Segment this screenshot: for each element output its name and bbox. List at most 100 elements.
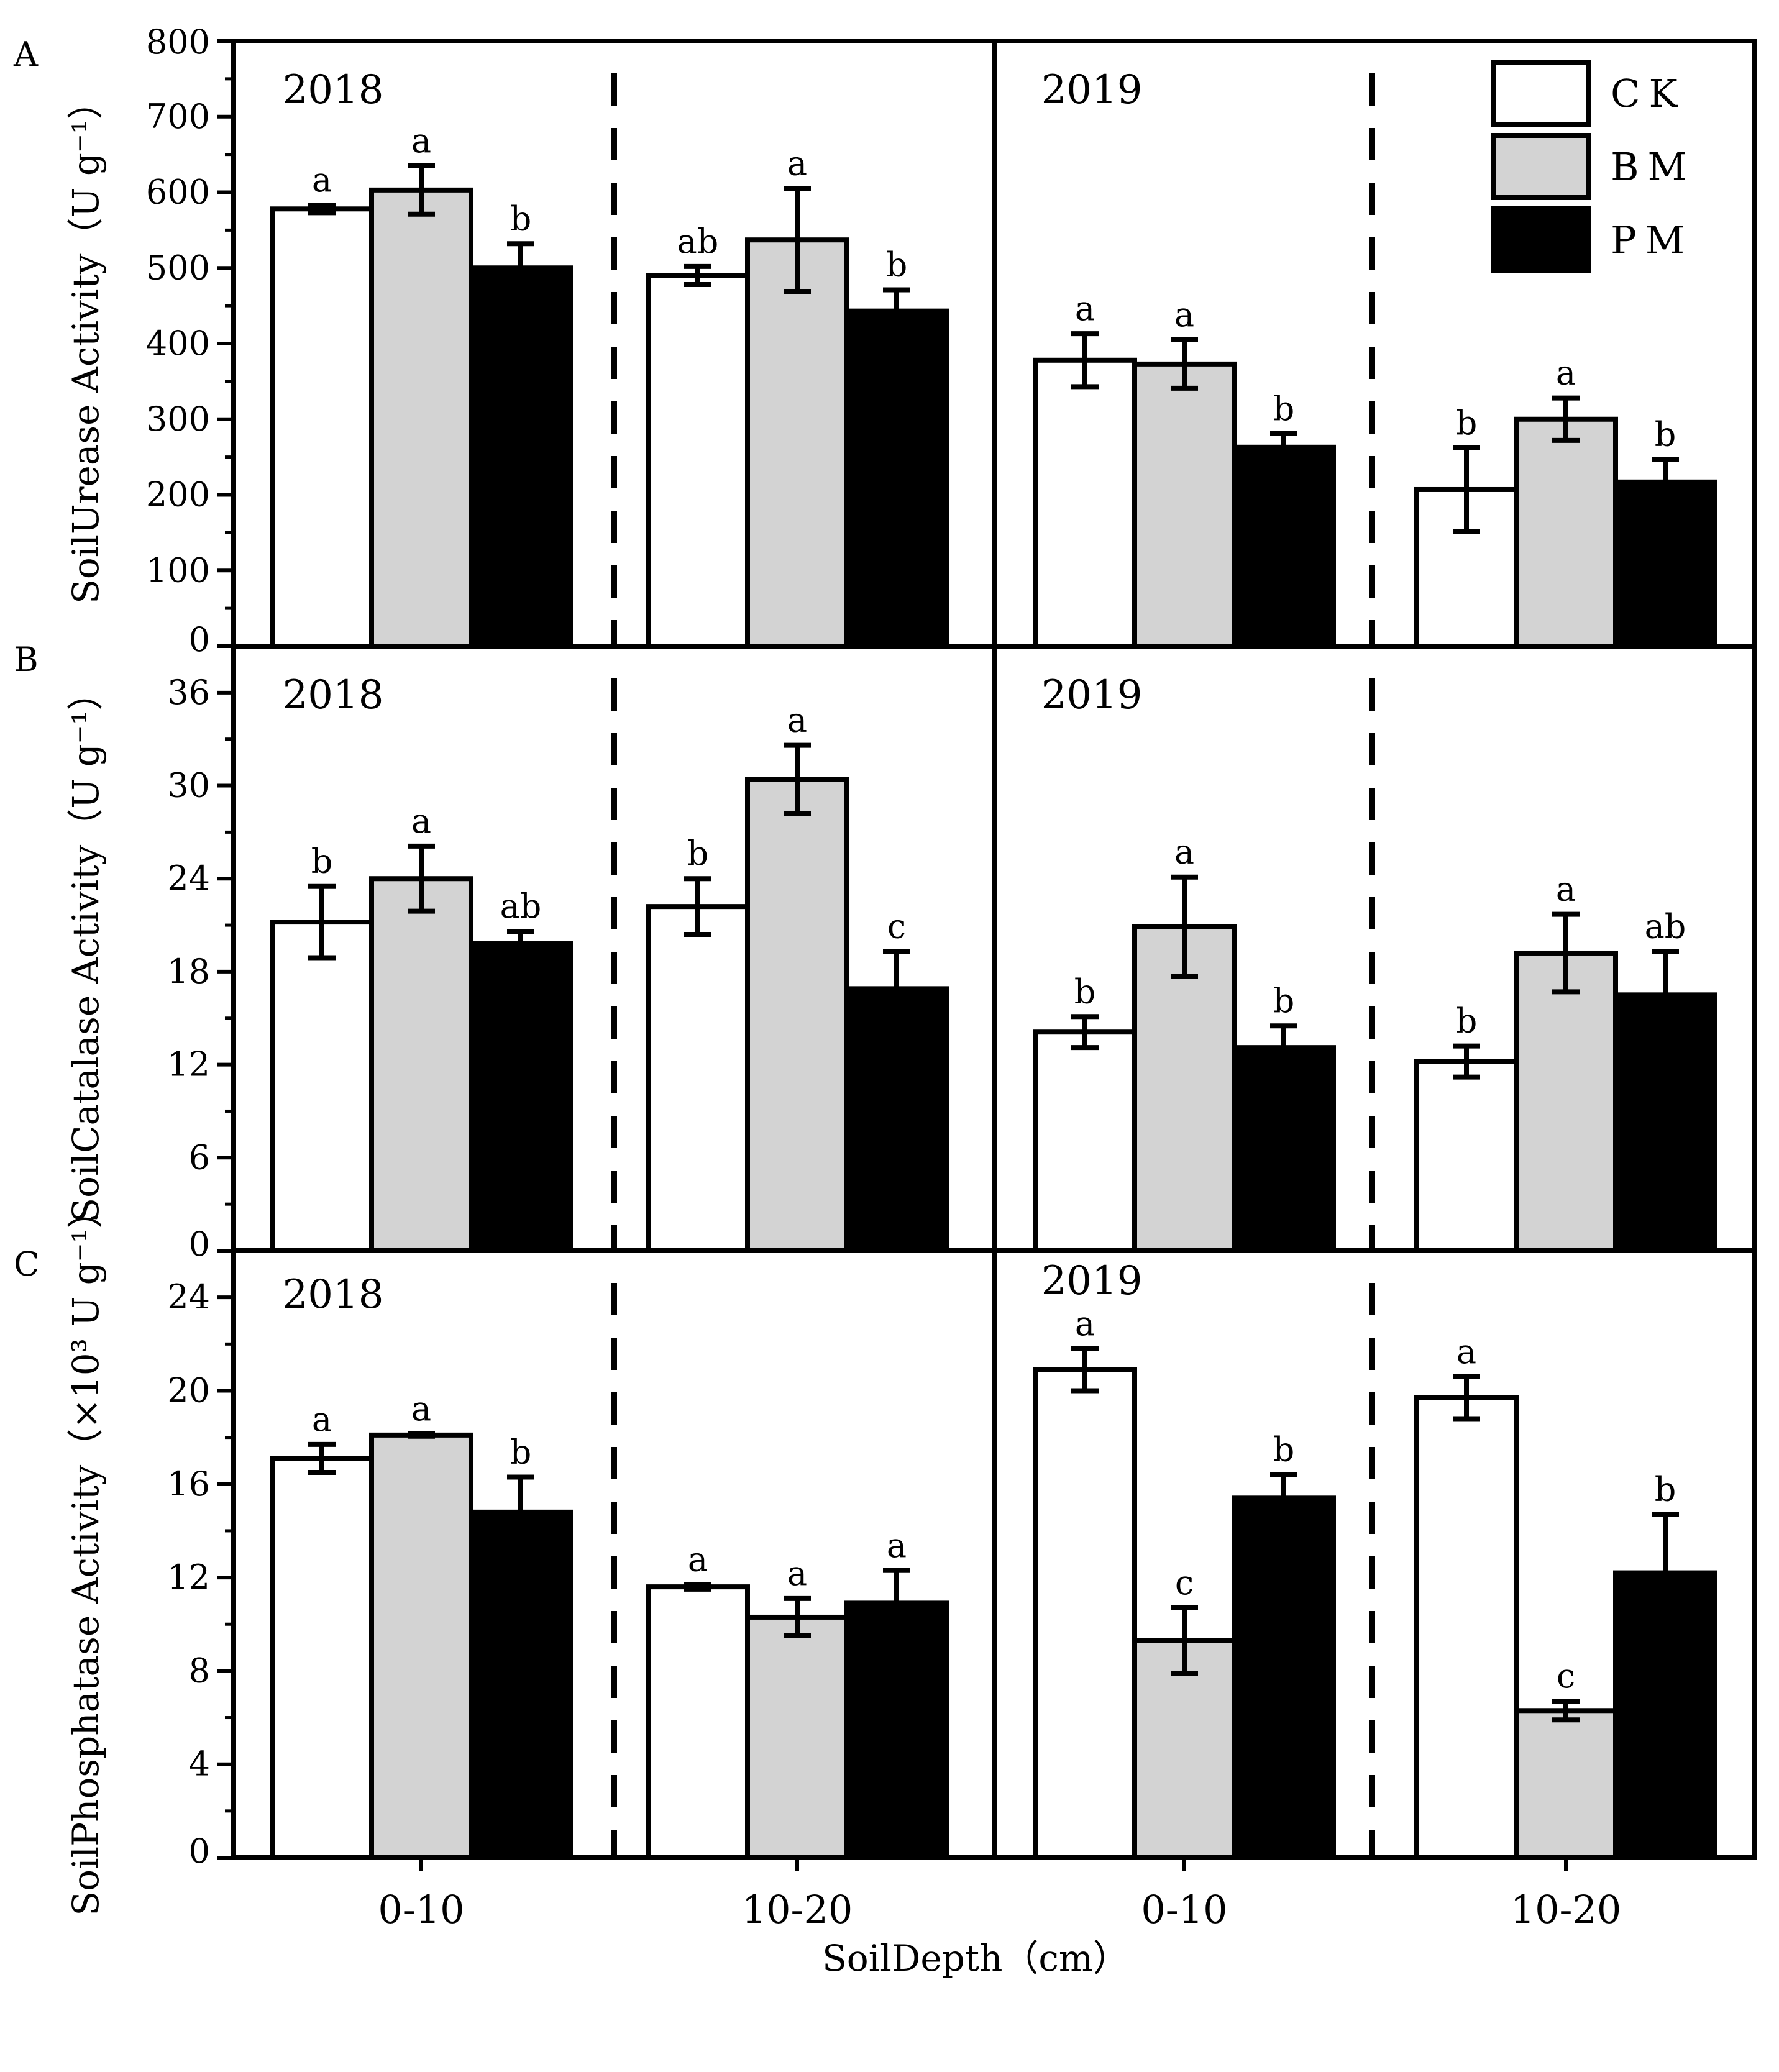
- x-axis-title: SoilDepth（cm）: [822, 1937, 1129, 1979]
- bar-A-2018-10-20-PM: [844, 308, 949, 649]
- legend-label-CK: CK: [1611, 71, 1686, 116]
- legend-label-PM: PM: [1611, 217, 1693, 263]
- significance-label: b: [687, 834, 709, 873]
- significance-label: c: [1557, 1656, 1575, 1695]
- y-tick-label: 24: [167, 1277, 210, 1317]
- significance-label: ab: [677, 222, 719, 261]
- bar-C-2018-0-10-BM: [369, 1432, 473, 1860]
- y-tick-label: 12: [167, 1558, 210, 1597]
- bar-C-2019-0-10-PM: [1232, 1495, 1336, 1861]
- y-tick-label: 0: [189, 620, 210, 659]
- bar-B-2018-0-10-CK: [270, 920, 374, 1253]
- significance-label: a: [1556, 870, 1576, 909]
- y-tick-label: 36: [167, 673, 210, 712]
- y-tick-label: 16: [167, 1464, 210, 1504]
- bar-C-2019-10-20-CK: [1414, 1395, 1519, 1860]
- significance-label: a: [1075, 1304, 1095, 1343]
- y-tick-label: 18: [167, 952, 210, 991]
- x-category-label: 10-20: [742, 1887, 853, 1932]
- y-axis-title-C: SoilPhosphatase Activity（×10³ U g⁻¹）: [65, 1192, 107, 1915]
- significance-label: a: [312, 1400, 332, 1439]
- significance-label: b: [886, 245, 908, 285]
- x-category-label: 0-10: [378, 1887, 464, 1932]
- year-label-2018: 2018: [283, 1272, 384, 1318]
- bar-A-2018-10-20-BM: [745, 237, 849, 649]
- bar-B-2018-10-20-BM: [745, 777, 849, 1253]
- significance-label: b: [1273, 981, 1295, 1020]
- y-tick-label: 400: [146, 324, 210, 363]
- significance-label: a: [1556, 354, 1576, 393]
- significance-label: c: [1175, 1563, 1194, 1602]
- y-tick-label: 800: [146, 22, 210, 62]
- significance-label: a: [312, 160, 332, 199]
- y-tick-label: 100: [146, 550, 210, 590]
- bar-B-2019-10-20-BM: [1514, 950, 1618, 1253]
- bar-B-2018-10-20-CK: [646, 904, 750, 1253]
- bar-A-2019-0-10-CK: [1033, 357, 1137, 649]
- significance-label: a: [1174, 295, 1194, 334]
- x-category-label: 10-20: [1511, 1887, 1622, 1932]
- bar-A-2018-0-10-CK: [270, 206, 374, 649]
- legend-label-BM: BM: [1611, 144, 1696, 189]
- significance-label: b: [510, 199, 532, 238]
- bar-A-2019-10-20-PM: [1613, 479, 1717, 649]
- y-tick-label: 600: [146, 173, 210, 212]
- y-tick-label: 300: [146, 399, 210, 439]
- legend-swatch-CK: [1491, 60, 1591, 127]
- significance-label: c: [887, 906, 906, 946]
- y-tick-label: 0: [189, 1225, 210, 1264]
- y-tick-label: 0: [189, 1832, 210, 1871]
- y-tick-label: 20: [167, 1371, 210, 1410]
- significance-label: b: [311, 842, 333, 881]
- significance-label: b: [1655, 414, 1676, 454]
- y-tick-label: 24: [167, 859, 210, 898]
- year-label-2019: 2019: [1041, 67, 1143, 113]
- y-tick-label: 4: [189, 1745, 210, 1784]
- bar-A-2018-0-10-PM: [469, 265, 573, 649]
- significance-label: a: [887, 1526, 907, 1565]
- y-tick-label: 200: [146, 475, 210, 514]
- bar-B-2019-10-20-CK: [1414, 1059, 1519, 1253]
- significance-label: a: [787, 144, 807, 183]
- y-tick-label: 8: [189, 1651, 210, 1690]
- bar-C-2018-0-10-CK: [270, 1456, 374, 1860]
- panel-letter-A: A: [13, 35, 39, 74]
- significance-label: ab: [500, 887, 542, 926]
- bar-A-2018-10-20-CK: [646, 273, 750, 649]
- y-axis-title-B: SoilCatalase Activity（U g⁻¹）: [65, 674, 107, 1222]
- bar-C-2019-0-10-CK: [1033, 1367, 1137, 1860]
- significance-label: a: [411, 121, 431, 160]
- significance-label: a: [411, 801, 431, 841]
- year-label-2019: 2019: [1041, 672, 1143, 718]
- significance-label: a: [411, 1389, 431, 1428]
- x-category-label: 0-10: [1141, 1887, 1227, 1932]
- significance-label: a: [1174, 833, 1194, 872]
- significance-label: b: [510, 1432, 532, 1471]
- year-label-2018: 2018: [283, 67, 384, 113]
- y-tick-label: 12: [167, 1045, 210, 1084]
- significance-label: a: [1457, 1332, 1476, 1371]
- bar-B-2019-0-10-CK: [1033, 1029, 1137, 1253]
- bar-A-2018-0-10-BM: [369, 187, 473, 649]
- bar-C-2018-10-20-BM: [745, 1614, 849, 1861]
- bar-B-2019-0-10-PM: [1232, 1045, 1336, 1253]
- bar-B-2018-0-10-PM: [469, 941, 573, 1253]
- y-tick-label: 500: [146, 248, 210, 287]
- significance-label: b: [1273, 389, 1295, 428]
- significance-label: b: [1655, 1470, 1676, 1509]
- bar-C-2019-10-20-BM: [1514, 1708, 1618, 1860]
- bar-C-2018-10-20-PM: [844, 1600, 949, 1861]
- significance-label: a: [1075, 289, 1095, 328]
- bar-C-2018-10-20-CK: [646, 1584, 750, 1860]
- y-tick-label: 30: [167, 766, 210, 805]
- significance-label: b: [1456, 403, 1478, 442]
- significance-label: b: [1456, 1002, 1478, 1041]
- bar-A-2019-0-10-PM: [1232, 444, 1336, 649]
- legend-swatch-PM: [1491, 206, 1591, 273]
- panel-letter-B: B: [14, 640, 39, 679]
- legend-swatch-BM: [1491, 133, 1591, 200]
- significance-label: b: [1074, 972, 1096, 1011]
- year-label-2019: 2019: [1041, 1258, 1143, 1304]
